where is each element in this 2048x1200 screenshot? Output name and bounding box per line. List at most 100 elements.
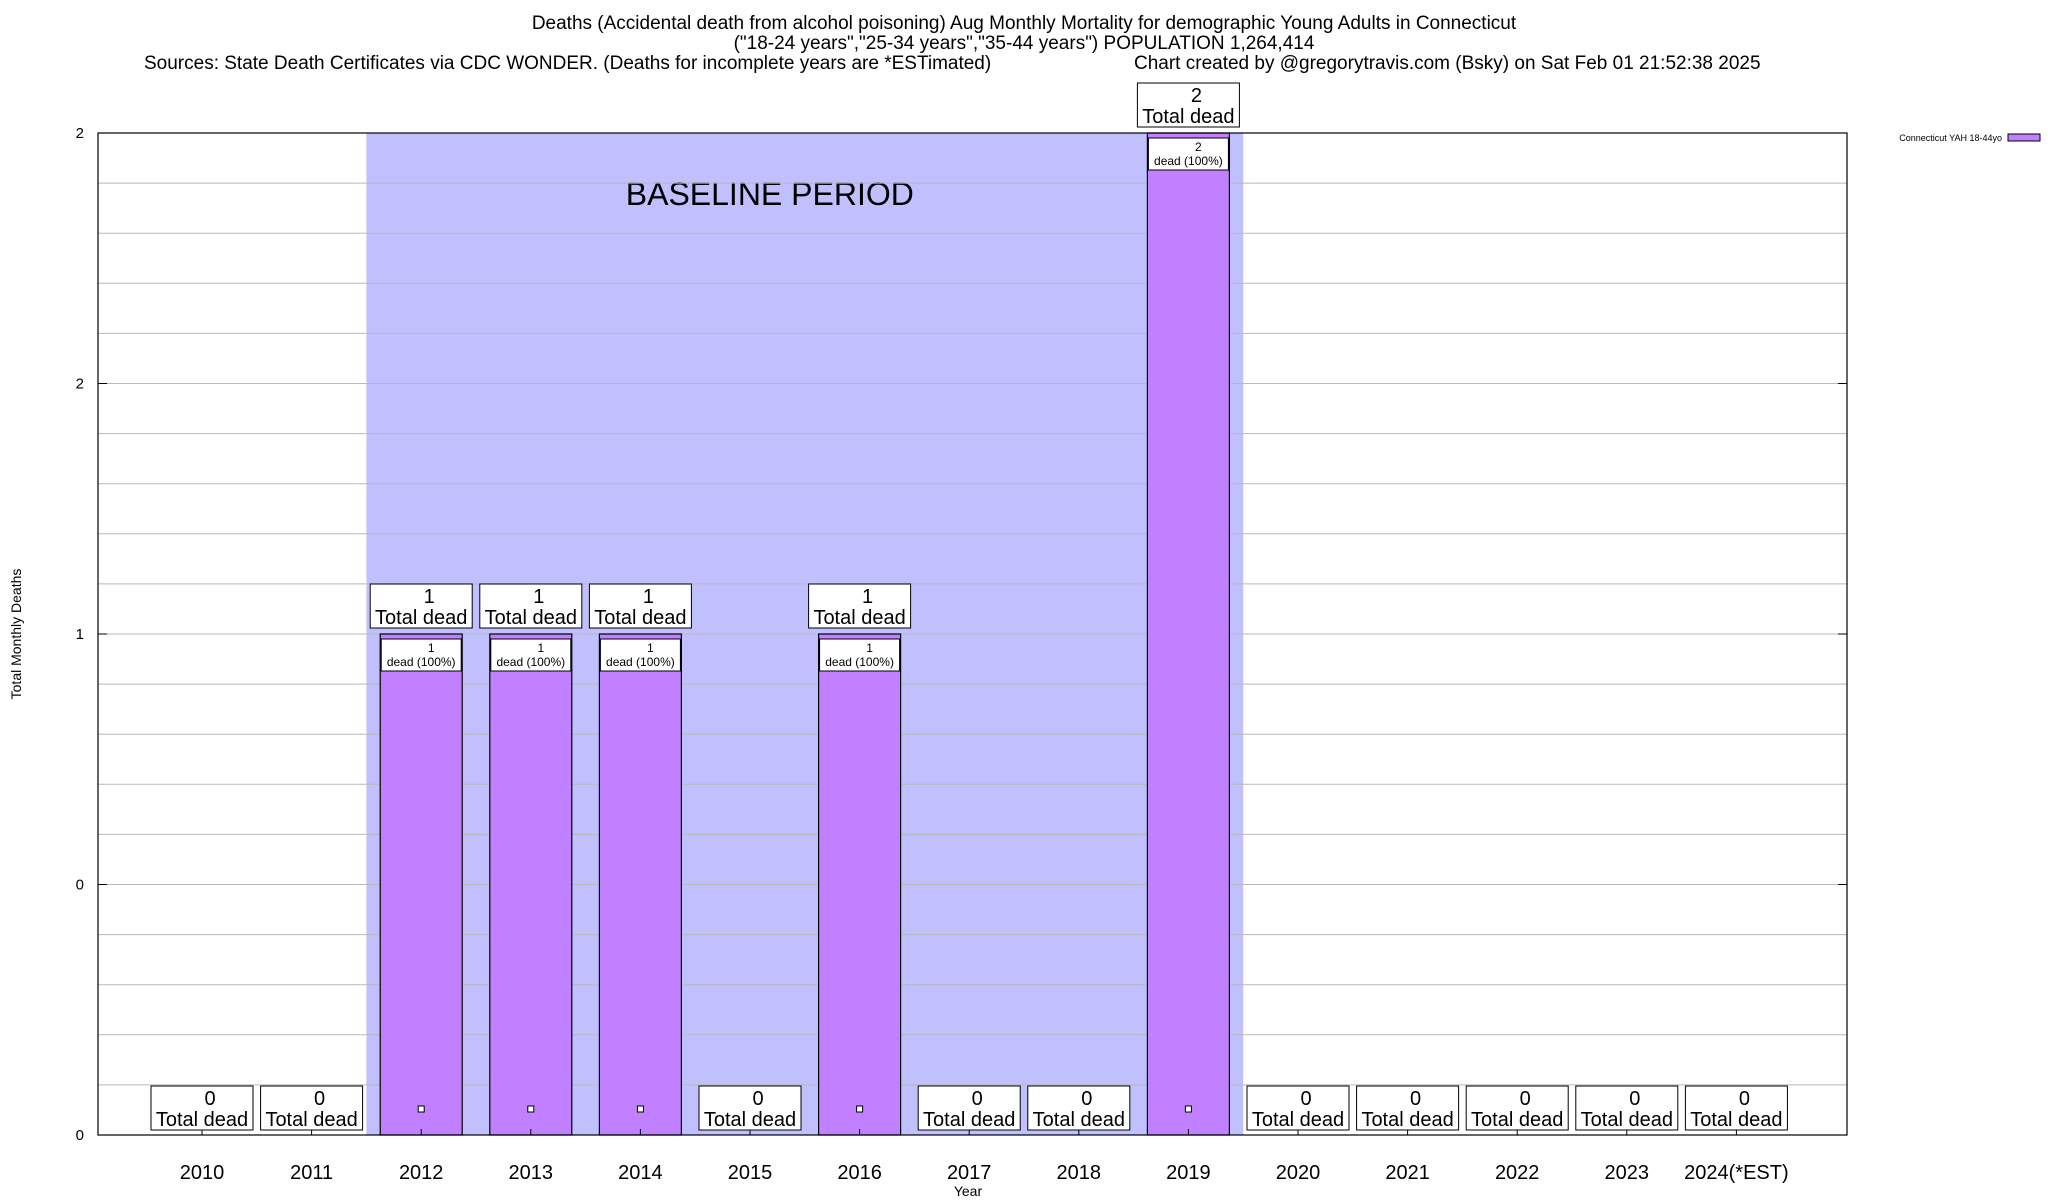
total-label-text: Total dead <box>594 607 686 629</box>
bar <box>598 633 683 1136</box>
x-axis-title: Year <box>954 1183 983 1199</box>
legend: Connecticut YAH 18-44yo <box>1899 133 2041 143</box>
total-label-text: Total dead <box>1581 1109 1673 1131</box>
y-tick-label: 0 <box>76 1127 84 1144</box>
x-tick-label: 2011 <box>290 1162 333 1184</box>
total-label-text: Total dead <box>156 1109 248 1131</box>
inner-label-value: 1 <box>866 641 873 655</box>
chart-credit: Chart created by @gregorytravis.com (Bsk… <box>1134 53 1761 74</box>
total-label-text: Total dead <box>1033 1109 1125 1131</box>
total-label-text: Total dead <box>1142 106 1234 128</box>
total-label-value: 0 <box>1081 1088 1092 1110</box>
inner-label-value: 2 <box>1195 140 1202 154</box>
total-label-value: 0 <box>314 1088 325 1110</box>
total-label-text: Total dead <box>265 1109 357 1131</box>
total-label-value: 0 <box>1739 1088 1750 1110</box>
total-label-box <box>1027 1085 1131 1131</box>
total-label-box <box>808 583 912 629</box>
total-label-value: 1 <box>643 586 654 608</box>
x-tick-label: 2010 <box>180 1162 225 1184</box>
total-label-box <box>260 1085 364 1131</box>
total-label-box <box>917 1085 1021 1131</box>
total-label-box <box>588 583 692 629</box>
total-label-text: Total dead <box>485 607 577 629</box>
inner-label-box <box>599 638 681 672</box>
x-tick-label: 2012 <box>399 1162 444 1184</box>
inner-label-text: dead (100%) <box>387 655 456 669</box>
bar <box>379 633 463 1136</box>
inner-label-value: 1 <box>647 641 654 655</box>
x-tick-label: 2018 <box>1057 1162 1102 1184</box>
inner-label-box <box>1147 137 1229 171</box>
inner-label-box <box>819 638 901 672</box>
total-label-value: 1 <box>533 586 544 608</box>
total-label-box <box>1246 1085 1350 1131</box>
x-tick-label: 2022 <box>1495 1162 1540 1184</box>
x-marker <box>856 1105 864 1113</box>
total-label-box <box>1575 1085 1679 1131</box>
inner-label-text: dead (100%) <box>496 655 565 669</box>
x-tick-label: 2014 <box>618 1162 663 1184</box>
y-axis-title: Total Monthly Deaths <box>8 569 24 700</box>
total-label-box <box>150 1085 254 1131</box>
inner-label-text: dead (100%) <box>825 655 894 669</box>
inner-label-box <box>380 638 462 672</box>
total-label-value: 1 <box>424 586 435 608</box>
x-tick-label: 2023 <box>1605 1162 1650 1184</box>
total-label-value: 0 <box>1629 1088 1640 1110</box>
x-tick-label: 2021 <box>1385 1162 1430 1184</box>
total-label-box <box>698 1085 802 1131</box>
y-tick-label: 0 <box>76 877 84 894</box>
chart-title: Deaths (Accidental death from alcohol po… <box>531 13 1517 34</box>
bar <box>817 633 902 1136</box>
x-tick-label: 2019 <box>1166 1162 1211 1184</box>
total-label-value: 0 <box>204 1088 215 1110</box>
x-marker <box>636 1105 644 1113</box>
x-marker <box>417 1105 425 1113</box>
total-label-box <box>369 583 473 629</box>
y-tick-label: 2 <box>76 376 84 393</box>
bars <box>379 132 1231 1136</box>
total-label-value: 0 <box>1300 1088 1311 1110</box>
x-marker <box>527 1105 535 1113</box>
total-label-text: Total dead <box>813 607 905 629</box>
bar <box>489 633 573 1136</box>
total-label-text: Total dead <box>1690 1109 1782 1131</box>
x-tick-label: 2024(*EST) <box>1684 1162 1789 1184</box>
total-label-text: Total dead <box>1361 1109 1453 1131</box>
total-label-box <box>1136 82 1240 128</box>
total-label-text: Total dead <box>1252 1109 1344 1131</box>
total-label-text: Total dead <box>923 1109 1015 1131</box>
total-label-box <box>1684 1085 1788 1131</box>
legend-entry: Connecticut YAH 18-44yo <box>1899 133 2041 143</box>
x-tick-label: 2016 <box>837 1162 882 1184</box>
y-tick-label: 1 <box>76 626 84 643</box>
x-tick-label: 2017 <box>947 1162 992 1184</box>
total-label-box <box>1465 1085 1569 1131</box>
total-label-text: Total dead <box>375 607 467 629</box>
total-label-value: 2 <box>1191 85 1202 107</box>
inner-label-value: 1 <box>428 641 435 655</box>
inner-label-box <box>490 638 572 672</box>
inner-label-text: dead (100%) <box>1154 154 1223 168</box>
bar <box>1146 132 1231 1136</box>
inner-label-value: 1 <box>537 641 544 655</box>
x-tick-label: 2013 <box>509 1162 554 1184</box>
total-label-value: 0 <box>1410 1088 1421 1110</box>
